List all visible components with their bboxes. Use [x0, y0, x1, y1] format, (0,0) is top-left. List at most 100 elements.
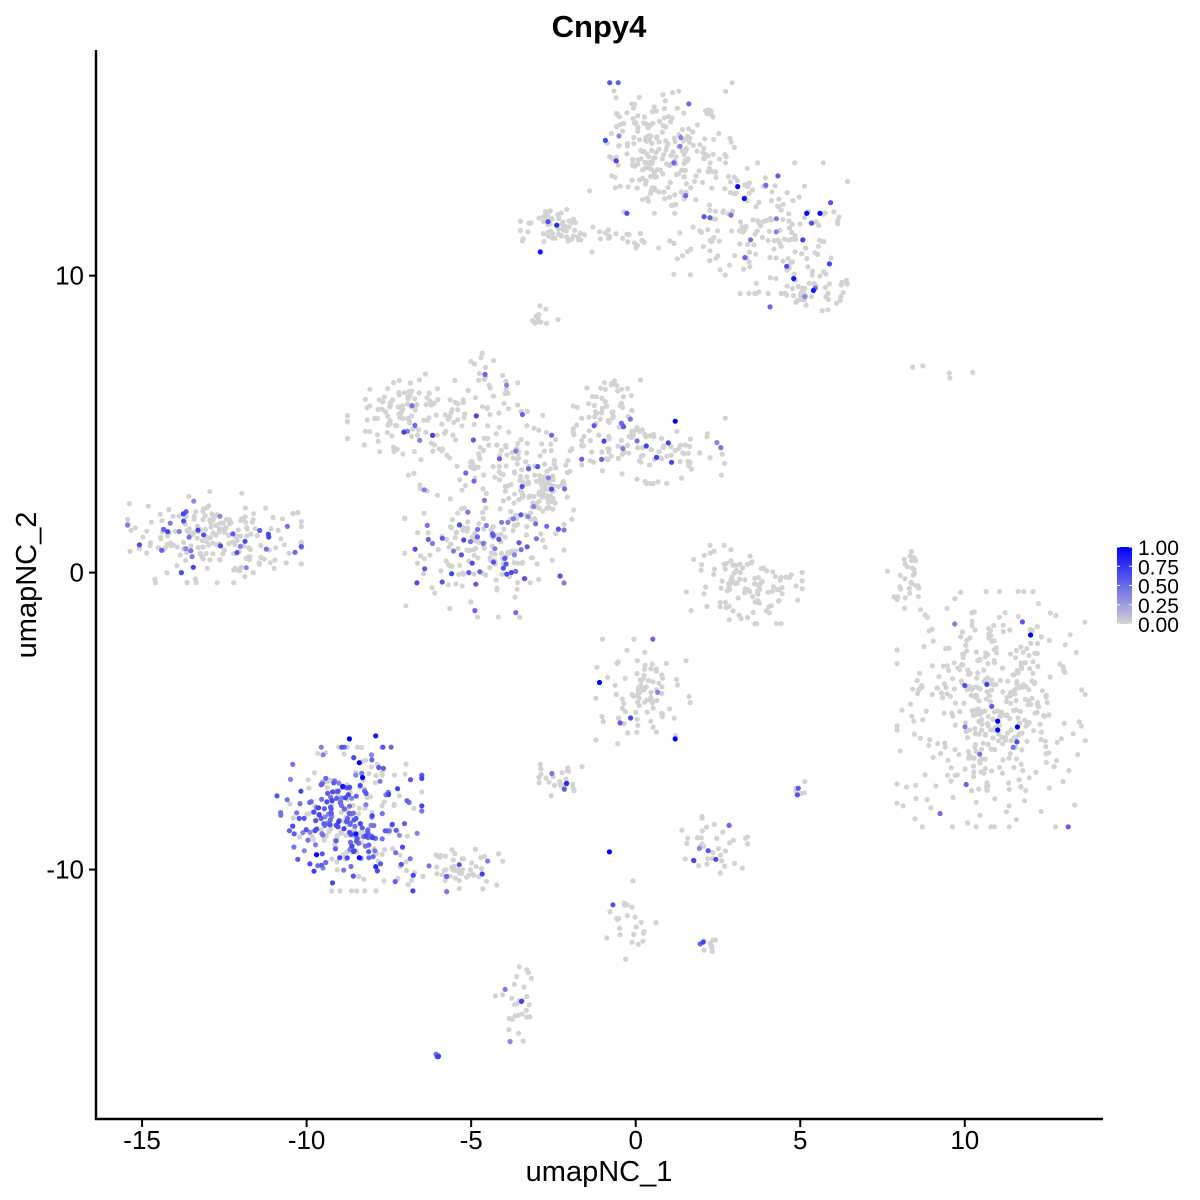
cell-point	[449, 517, 456, 523]
cell-point	[718, 472, 725, 478]
cell-point	[571, 788, 577, 794]
cell-point	[321, 806, 327, 812]
cell-point	[396, 793, 402, 799]
cell-point	[1067, 632, 1073, 638]
cell-point	[1065, 824, 1071, 830]
cell-point	[693, 197, 699, 203]
cell-point	[361, 442, 368, 448]
cell-point	[1033, 769, 1039, 776]
cell-point	[717, 599, 723, 605]
legend-tick-label: 1.00	[1138, 537, 1179, 560]
cell-point	[238, 517, 244, 523]
cell-point	[377, 778, 383, 784]
cell-point	[596, 679, 603, 686]
cell-point	[598, 385, 604, 391]
cell-point	[1038, 634, 1044, 640]
cell-point	[524, 450, 530, 456]
cell-point	[823, 271, 829, 277]
cell-point	[938, 690, 945, 696]
cell-point	[339, 795, 345, 801]
cell-point	[969, 623, 975, 629]
cell-point	[1061, 720, 1067, 727]
cell-point	[681, 152, 687, 158]
cell-point	[296, 834, 303, 840]
cell-point	[943, 684, 949, 691]
cell-point	[453, 581, 459, 587]
cell-point	[707, 940, 713, 946]
cell-point	[973, 692, 980, 698]
cell-point	[144, 528, 150, 534]
cell-point	[1082, 691, 1088, 698]
cell-point	[954, 772, 961, 778]
cell-point	[419, 775, 425, 782]
cell-point	[751, 581, 758, 587]
cell-point	[414, 580, 420, 586]
cell-point	[548, 448, 554, 454]
cell-point	[786, 211, 792, 217]
cell-point	[908, 549, 915, 555]
cell-point	[969, 610, 975, 616]
cell-point	[628, 392, 634, 399]
cell-point	[549, 486, 555, 492]
cell-point	[727, 179, 734, 185]
cell-point	[460, 570, 466, 576]
cell-point	[191, 516, 197, 522]
cell-point	[263, 546, 269, 552]
cell-point	[972, 744, 978, 750]
cell-point	[354, 744, 360, 750]
cell-point	[536, 215, 542, 221]
cell-point	[612, 682, 618, 688]
cell-point	[551, 782, 558, 788]
cell-point	[336, 780, 342, 786]
cell-point	[617, 122, 623, 128]
cell-point	[1003, 698, 1009, 705]
cell-point	[414, 401, 420, 408]
cell-point	[469, 860, 475, 866]
cell-point	[799, 251, 805, 257]
cell-point	[606, 233, 612, 239]
cell-point	[681, 110, 687, 116]
cell-point	[252, 526, 258, 532]
cell-point	[726, 617, 732, 623]
cell-point	[475, 538, 481, 545]
cell-point	[742, 255, 748, 261]
cell-point	[952, 596, 958, 602]
cell-point	[500, 372, 506, 378]
cell-point	[504, 382, 510, 388]
cell-point	[650, 679, 656, 685]
x-tick-label: -10	[288, 1125, 326, 1155]
cell-point	[483, 572, 489, 578]
cell-point	[772, 183, 778, 189]
cell-point	[624, 385, 631, 392]
cell-point	[433, 412, 439, 418]
cell-point	[831, 209, 837, 215]
cell-point	[992, 796, 998, 802]
cell-point	[496, 477, 502, 483]
cell-point	[363, 790, 369, 797]
cell-point	[795, 785, 801, 791]
cell-point	[788, 260, 794, 266]
cell-point	[744, 561, 751, 568]
cell-point	[722, 415, 728, 421]
cell-point	[517, 227, 524, 234]
cell-point	[128, 527, 134, 534]
legend-color-bar	[1117, 547, 1132, 624]
cell-point	[712, 937, 719, 943]
cell-point	[1024, 646, 1030, 652]
cell-point	[981, 667, 987, 673]
cell-point	[699, 813, 705, 819]
cell-point	[381, 799, 387, 805]
cell-point	[690, 224, 696, 230]
cell-point	[838, 282, 844, 288]
cell-point	[449, 407, 455, 413]
cell-point	[545, 229, 552, 235]
cell-point	[726, 581, 732, 587]
cell-point	[483, 522, 489, 529]
cell-point	[303, 827, 309, 833]
cell-point	[638, 453, 645, 459]
cell-point	[801, 183, 808, 189]
cell-point	[1082, 619, 1088, 625]
cell-point	[609, 410, 615, 416]
cell-point	[746, 259, 752, 265]
cell-point	[528, 555, 534, 561]
